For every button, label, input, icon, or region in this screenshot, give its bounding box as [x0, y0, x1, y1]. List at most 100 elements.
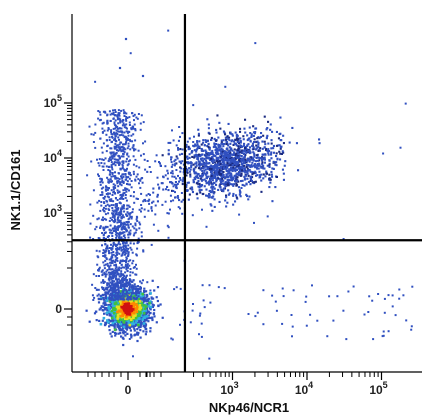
- event-dot: [129, 290, 132, 294]
- event-dot: [111, 140, 113, 143]
- event-dot: [116, 280, 119, 283]
- event-dot: [212, 174, 215, 177]
- event-dot: [104, 204, 107, 207]
- event-dot: [136, 333, 139, 336]
- event-dot: [129, 246, 132, 249]
- event-dot: [114, 258, 117, 261]
- event-dot: [152, 297, 155, 300]
- event-dot: [120, 228, 123, 231]
- event-dot: [250, 163, 253, 166]
- event-dot: [185, 185, 188, 188]
- event-dot: [121, 290, 124, 293]
- event-dot: [110, 155, 113, 158]
- event-dot: [207, 175, 210, 178]
- event-dot: [199, 174, 202, 177]
- event-dot: [106, 139, 108, 142]
- event-dot: [229, 131, 232, 134]
- event-dot: [227, 164, 230, 167]
- event-dot: [100, 146, 103, 149]
- event-dot: [134, 148, 137, 151]
- event-dot: [193, 167, 196, 170]
- event-dot: [136, 173, 139, 176]
- event-dot: [258, 162, 261, 165]
- event-dot: [105, 257, 108, 260]
- event-dot: [189, 173, 192, 176]
- event-dot: [187, 145, 190, 148]
- event-dot: [106, 144, 109, 147]
- event-dot: [101, 151, 104, 154]
- event-dot: [120, 249, 123, 252]
- event-dot: [251, 181, 254, 184]
- event-dot: [238, 151, 241, 154]
- event-dot: [106, 193, 109, 196]
- event-dot: [122, 160, 125, 163]
- event-dot: [94, 131, 97, 134]
- event-dot: [126, 131, 129, 134]
- event-dot: [228, 139, 231, 142]
- event-dot: [149, 292, 152, 295]
- event-dot: [134, 323, 137, 326]
- event-dot: [199, 167, 202, 170]
- event-dot: [297, 169, 300, 172]
- event-dot: [185, 174, 188, 177]
- event-dot: [147, 304, 151, 308]
- event-dot: [139, 122, 142, 125]
- event-dot: [122, 180, 125, 183]
- event-dot: [117, 146, 120, 149]
- event-dot: [135, 116, 138, 119]
- event-dot: [155, 296, 158, 299]
- event-dot: [120, 279, 123, 282]
- event-dot: [110, 262, 113, 264]
- event-dot: [175, 155, 178, 158]
- event-dot: [135, 292, 138, 295]
- event-dot: [119, 313, 123, 316]
- event-dot: [126, 167, 128, 170]
- event-dot: [225, 173, 228, 176]
- event-dot: [124, 143, 127, 146]
- event-dot: [119, 279, 122, 282]
- event-dot: [102, 165, 105, 168]
- event-dot: [103, 227, 106, 230]
- event-dot: [111, 295, 114, 297]
- event-dot: [134, 129, 137, 132]
- event-dot: [121, 193, 124, 196]
- event-dot: [156, 299, 159, 303]
- event-dot: [119, 260, 122, 263]
- event-dot: [103, 267, 106, 270]
- event-dot: [238, 154, 241, 157]
- event-dot: [119, 121, 122, 124]
- event-dot: [118, 138, 120, 141]
- event-dot: [146, 281, 149, 284]
- event-dot: [123, 234, 126, 237]
- event-dot: [105, 185, 107, 188]
- event-dot: [264, 143, 267, 146]
- event-dot: [126, 324, 129, 327]
- event-dot: [212, 146, 215, 149]
- event-dot: [111, 156, 114, 159]
- event-dot: [260, 173, 263, 176]
- event-dot: [136, 287, 139, 290]
- event-dot: [215, 169, 218, 172]
- event-dot: [138, 182, 140, 185]
- event-dot: [130, 248, 133, 251]
- event-dot: [126, 137, 129, 140]
- event-dot: [111, 168, 114, 171]
- event-dot: [129, 283, 132, 286]
- event-dot: [115, 210, 118, 213]
- event-dot: [217, 153, 220, 156]
- event-dot: [132, 147, 135, 150]
- event-dot: [118, 117, 121, 120]
- event-dot: [96, 201, 99, 204]
- event-dot: [114, 184, 117, 187]
- event-dot: [110, 161, 113, 164]
- event-dot: [121, 260, 124, 263]
- event-dot: [124, 265, 127, 268]
- event-dot: [131, 112, 133, 115]
- event-dot: [102, 255, 105, 257]
- event-dot: [122, 223, 125, 226]
- event-dot: [105, 297, 107, 300]
- event-dot: [195, 164, 198, 167]
- event-dot: [153, 308, 156, 312]
- event-dot: [107, 318, 110, 321]
- event-dot: [106, 203, 109, 206]
